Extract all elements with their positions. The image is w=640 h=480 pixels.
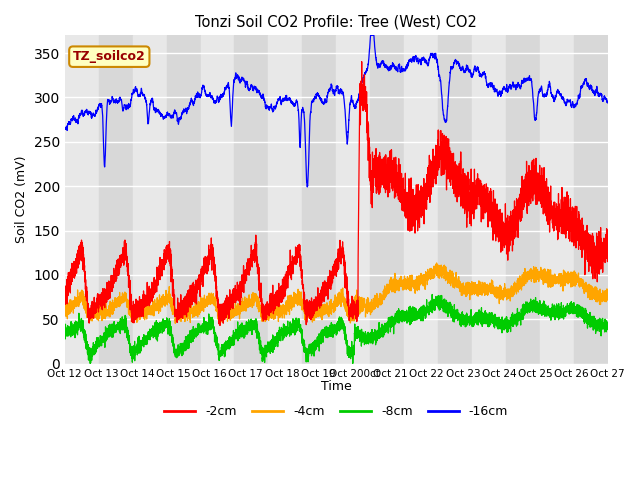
Bar bbox=[166, 36, 200, 364]
Bar bbox=[404, 36, 438, 364]
Legend: -2cm, -4cm, -8cm, -16cm: -2cm, -4cm, -8cm, -16cm bbox=[159, 400, 513, 423]
Bar bbox=[336, 36, 370, 364]
Bar bbox=[506, 36, 540, 364]
Title: Tonzi Soil CO2 Profile: Tree (West) CO2: Tonzi Soil CO2 Profile: Tree (West) CO2 bbox=[195, 15, 477, 30]
Bar bbox=[573, 36, 608, 364]
Bar bbox=[540, 36, 573, 364]
Bar bbox=[438, 36, 472, 364]
Bar bbox=[99, 36, 132, 364]
Bar bbox=[472, 36, 506, 364]
Bar bbox=[302, 36, 336, 364]
Bar bbox=[132, 36, 166, 364]
Bar bbox=[268, 36, 302, 364]
Bar bbox=[65, 36, 99, 364]
X-axis label: Time: Time bbox=[321, 380, 351, 393]
Bar bbox=[200, 36, 234, 364]
Y-axis label: Soil CO2 (mV): Soil CO2 (mV) bbox=[15, 156, 28, 243]
Bar bbox=[234, 36, 268, 364]
Bar bbox=[370, 36, 404, 364]
Text: TZ_soilco2: TZ_soilco2 bbox=[73, 50, 146, 63]
